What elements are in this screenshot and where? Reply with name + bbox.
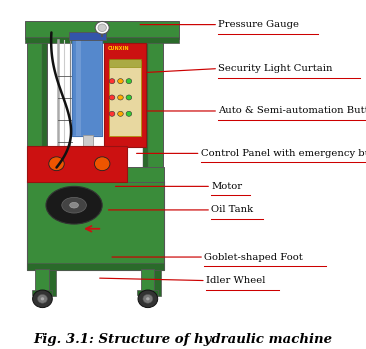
Circle shape	[33, 290, 52, 307]
Text: Oil Tank: Oil Tank	[211, 206, 253, 214]
Bar	[108, 59, 141, 67]
Text: Security Light Curtain: Security Light Curtain	[218, 64, 333, 73]
Bar	[141, 269, 154, 293]
Ellipse shape	[70, 202, 78, 208]
Bar	[27, 146, 127, 181]
Circle shape	[126, 111, 132, 116]
Bar	[143, 37, 163, 177]
Bar	[25, 37, 179, 44]
Circle shape	[146, 297, 150, 300]
Bar	[108, 61, 141, 136]
Circle shape	[109, 111, 115, 116]
Circle shape	[126, 95, 132, 100]
Bar	[137, 290, 158, 295]
Text: Goblet-shaped Foot: Goblet-shaped Foot	[204, 253, 303, 261]
Circle shape	[109, 95, 115, 100]
Text: Auto & Semi-automation Buttons: Auto & Semi-automation Buttons	[218, 106, 366, 116]
Circle shape	[98, 24, 107, 31]
Ellipse shape	[62, 198, 86, 213]
Text: Motor: Motor	[211, 182, 242, 191]
Bar	[27, 166, 164, 181]
Circle shape	[38, 295, 47, 303]
Bar	[27, 181, 164, 269]
Circle shape	[126, 79, 132, 84]
Bar	[25, 22, 179, 39]
Bar	[36, 269, 49, 293]
Ellipse shape	[46, 186, 102, 224]
Bar	[69, 32, 106, 40]
Circle shape	[117, 95, 123, 100]
Bar	[76, 39, 81, 136]
Text: Idler Wheel: Idler Wheel	[206, 276, 265, 285]
Circle shape	[117, 79, 123, 84]
Bar	[27, 37, 47, 177]
Circle shape	[94, 157, 110, 171]
Circle shape	[41, 297, 44, 300]
Text: CUNXIN: CUNXIN	[108, 46, 129, 51]
Bar	[27, 263, 164, 269]
Bar	[42, 269, 56, 296]
Bar	[83, 135, 93, 171]
Bar	[72, 39, 102, 136]
Bar	[72, 39, 102, 136]
Bar	[32, 290, 52, 295]
Circle shape	[117, 111, 123, 116]
Circle shape	[95, 22, 109, 34]
Text: Pressure Gauge: Pressure Gauge	[218, 20, 299, 29]
Text: Control Panel with emergency button: Control Panel with emergency button	[201, 149, 366, 158]
Text: Fig. 3.1: Structure of hydraulic machine: Fig. 3.1: Structure of hydraulic machine	[34, 333, 332, 346]
Circle shape	[143, 295, 153, 303]
Bar	[148, 269, 161, 296]
Bar	[42, 37, 47, 177]
Circle shape	[109, 79, 115, 84]
Circle shape	[138, 290, 158, 307]
Bar	[104, 43, 146, 147]
Circle shape	[49, 157, 64, 171]
Bar	[143, 37, 148, 177]
